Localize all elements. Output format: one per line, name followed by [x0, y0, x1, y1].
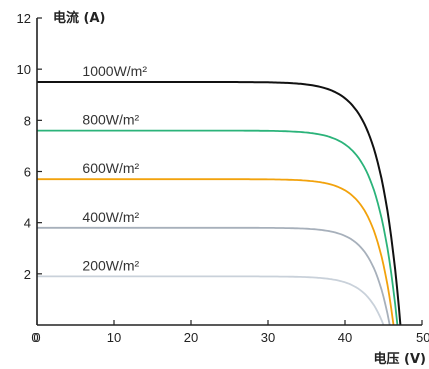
y-tick-label: 2	[24, 267, 31, 282]
y-tick-label: 4	[24, 216, 31, 231]
series-line	[37, 81, 402, 326]
series-label: 1000W/m²	[82, 63, 147, 79]
series-label: 800W/m²	[82, 112, 139, 128]
y-tick-label: 8	[24, 113, 31, 128]
curve-labels: 1000W/m² 800W/m² 600W/m² 400W/m² 200W/m²	[82, 63, 147, 273]
y-tick-label: 12	[17, 11, 31, 26]
x-tick-label: 40	[338, 330, 352, 345]
y-tick-label: 10	[17, 62, 31, 77]
series-line	[37, 178, 395, 326]
y-axis-title: 电流 (A)	[53, 10, 105, 26]
series-line	[37, 226, 391, 326]
series-label: 600W/m²	[82, 160, 139, 176]
series-line	[37, 129, 399, 326]
x-tick-label: 10	[107, 330, 121, 345]
x-tick-label: 0	[33, 330, 40, 345]
series-label: 200W/m²	[82, 257, 139, 273]
y-tick-label: 6	[24, 165, 31, 180]
series-line	[37, 275, 385, 326]
curve-lines	[37, 81, 402, 326]
x-tick-label: 50	[416, 330, 429, 345]
x-tick-label: 0	[31, 330, 38, 345]
x-tick-label: 30	[261, 330, 275, 345]
series-label: 400W/m²	[82, 209, 139, 225]
x-tick-label: 20	[184, 330, 198, 345]
x-axis-title: 电压 (V)	[374, 351, 426, 367]
